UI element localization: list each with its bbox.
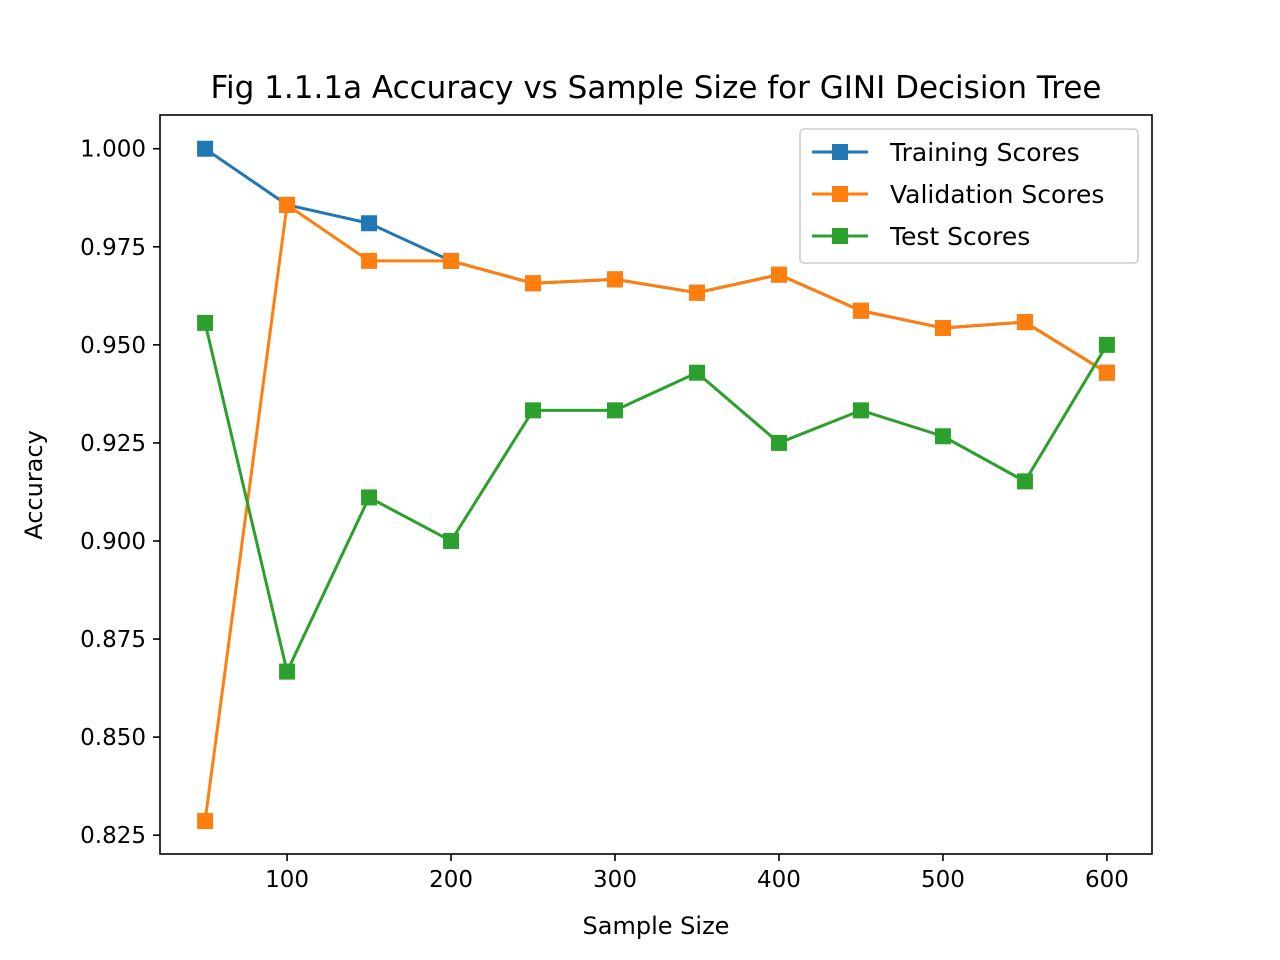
x-tick-label: 600 [1085, 867, 1129, 893]
data-point [361, 252, 378, 269]
data-point [525, 275, 542, 292]
plot-frame [159, 114, 1153, 855]
y-tick-label: 1.000 [80, 137, 146, 163]
data-point [197, 314, 214, 331]
data-point [279, 196, 296, 213]
data-point [934, 428, 951, 445]
y-axis: 0.825 0.850 0.875 0.900 0.925 0.950 0.975 1.000 [80, 137, 160, 849]
data-point [443, 252, 460, 269]
x-tick-label: 400 [757, 867, 801, 893]
legend-label: Test Scores [889, 222, 1030, 251]
data-point [934, 319, 951, 336]
data-point [1098, 336, 1115, 353]
data-point [443, 532, 460, 549]
y-tick-label: 0.875 [80, 627, 146, 653]
series-layer [197, 140, 1115, 830]
data-point [279, 663, 296, 680]
data-point [770, 434, 787, 451]
data-point [607, 402, 624, 419]
legend-marker [832, 144, 848, 160]
data-point [852, 402, 869, 419]
data-point [770, 266, 787, 283]
y-axis-label: Accuracy [20, 430, 48, 540]
data-point [197, 813, 214, 830]
data-point [1098, 364, 1115, 381]
legend-label: Validation Scores [890, 180, 1104, 209]
x-tick-label: 200 [429, 867, 473, 893]
series-line [203, 203, 1108, 822]
data-point [688, 284, 705, 301]
y-tick-label: 0.975 [80, 235, 146, 261]
legend-marker [832, 228, 848, 244]
x-tick-label: 500 [921, 867, 965, 893]
x-axis-label: Sample Size [583, 912, 730, 940]
data-point [197, 140, 214, 157]
legend-box [799, 128, 1139, 264]
data-point [525, 402, 542, 419]
series-validation-scores [197, 196, 1115, 830]
y-tick-label: 0.900 [80, 529, 146, 555]
y-tick-label: 0.825 [80, 823, 146, 849]
y-tick-label: 0.925 [80, 431, 146, 457]
data-point [361, 215, 378, 232]
x-tick-label: 100 [265, 867, 309, 893]
data-point [607, 271, 624, 288]
x-axis: 100 200 300 400 500 600 [265, 854, 1129, 893]
series-line [203, 322, 1109, 674]
y-tick-label: 0.850 [80, 725, 146, 751]
legend-label: Training Scores [889, 138, 1080, 167]
x-tick-label: 300 [593, 867, 637, 893]
data-point [361, 489, 378, 506]
legend: Training Scores Validation Scores Test Sco… [799, 128, 1139, 264]
data-point [1016, 314, 1033, 331]
data-point [688, 364, 705, 381]
legend-marker [832, 186, 848, 202]
data-point [1016, 473, 1033, 490]
data-point [852, 302, 869, 319]
y-tick-label: 0.950 [80, 333, 146, 359]
series-test-scores [197, 314, 1115, 680]
chart-title: Fig 1.1.1a Accuracy vs Sample Size for G… [210, 70, 1101, 106]
